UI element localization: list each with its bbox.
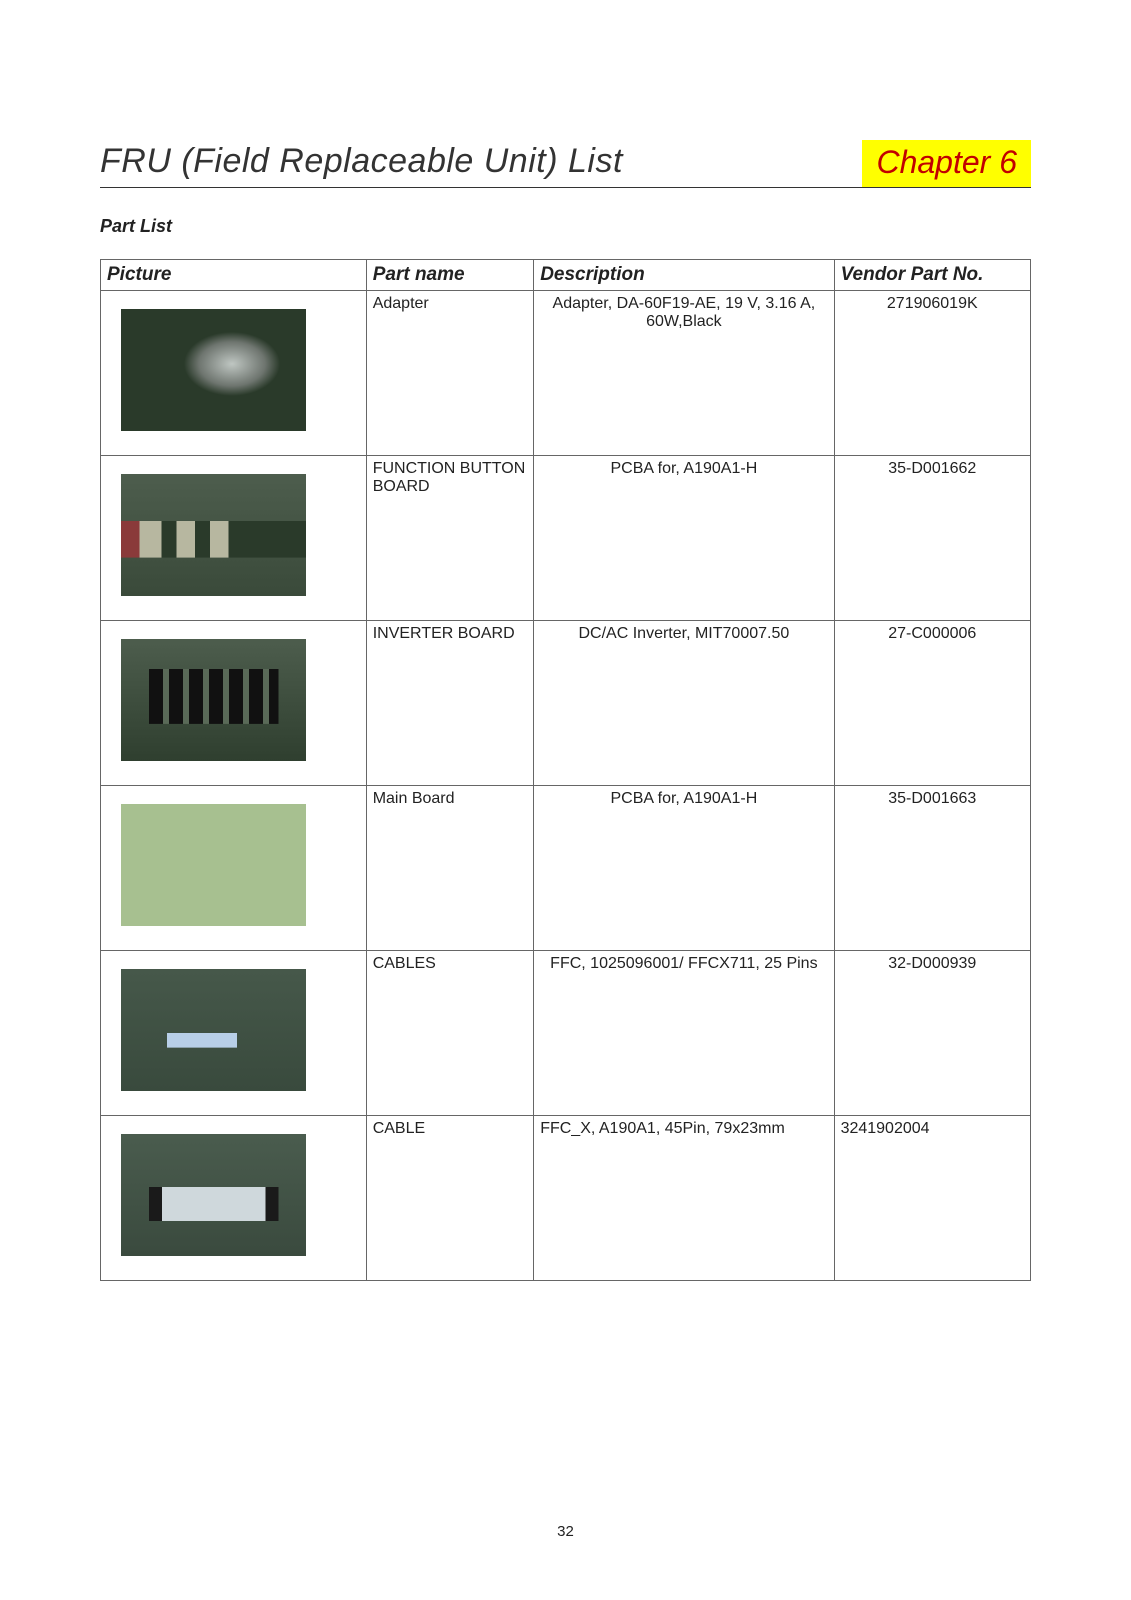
part-image-icon (121, 1134, 306, 1256)
cell-description: PCBA for, A190A1-H (534, 456, 834, 621)
cell-partname: CABLE (366, 1116, 534, 1281)
cell-vendor-part-no: 32-D000939 (834, 951, 1030, 1116)
cell-partname: INVERTER BOARD (366, 621, 534, 786)
cell-description: PCBA for, A190A1-H (534, 786, 834, 951)
part-thumbnail (121, 1134, 306, 1256)
cell-partname: Main Board (366, 786, 534, 951)
col-partname: Part name (366, 260, 534, 291)
cell-description: FFC_X, A190A1, 45Pin, 79x23mm (534, 1116, 834, 1281)
table-body: AdapterAdapter, DA-60F19-AE, 19 V, 3.16 … (101, 291, 1031, 1281)
part-image-icon (121, 639, 306, 761)
table-row: FUNCTION BUTTON BOARDPCBA for, A190A1-H3… (101, 456, 1031, 621)
cell-partname: CABLES (366, 951, 534, 1116)
part-thumbnail (121, 639, 306, 761)
part-image-icon (121, 309, 306, 431)
col-description: Description (534, 260, 834, 291)
col-picture: Picture (101, 260, 367, 291)
page-title: FRU (Field Replaceable Unit) List (100, 142, 623, 181)
cell-picture (101, 456, 367, 621)
table-row: INVERTER BOARDDC/AC Inverter, MIT70007.5… (101, 621, 1031, 786)
section-subheading: Part List (100, 216, 1031, 237)
cell-vendor-part-no: 27-C000006 (834, 621, 1030, 786)
cell-vendor-part-no: 271906019K (834, 291, 1030, 456)
page: FRU (Field Replaceable Unit) List Chapte… (0, 0, 1131, 1341)
table-row: Main BoardPCBA for, A190A1-H35-D001663 (101, 786, 1031, 951)
part-thumbnail (121, 969, 306, 1091)
cell-picture (101, 786, 367, 951)
part-thumbnail (121, 474, 306, 596)
part-image-icon (121, 804, 306, 926)
table-row: CABLESFFC, 1025096001/ FFCX711, 25 Pins3… (101, 951, 1031, 1116)
cell-description: Adapter, DA-60F19-AE, 19 V, 3.16 A, 60W,… (534, 291, 834, 456)
cell-partname: FUNCTION BUTTON BOARD (366, 456, 534, 621)
part-image-icon (121, 474, 306, 596)
part-thumbnail (121, 309, 306, 431)
table-header-row: Picture Part name Description Vendor Par… (101, 260, 1031, 291)
cell-vendor-part-no: 3241902004 (834, 1116, 1030, 1281)
col-vendor: Vendor Part No. (834, 260, 1030, 291)
chapter-badge: Chapter 6 (862, 140, 1031, 187)
cell-description: FFC, 1025096001/ FFCX711, 25 Pins (534, 951, 834, 1116)
table-row: CABLEFFC_X, A190A1, 45Pin, 79x23mm324190… (101, 1116, 1031, 1281)
header-row: FRU (Field Replaceable Unit) List Chapte… (100, 140, 1031, 188)
table-row: AdapterAdapter, DA-60F19-AE, 19 V, 3.16 … (101, 291, 1031, 456)
cell-picture (101, 291, 367, 456)
cell-picture (101, 1116, 367, 1281)
parts-table: Picture Part name Description Vendor Par… (100, 259, 1031, 1281)
page-number: 32 (0, 1523, 1131, 1540)
part-thumbnail (121, 804, 306, 926)
cell-picture (101, 951, 367, 1116)
cell-partname: Adapter (366, 291, 534, 456)
cell-picture (101, 621, 367, 786)
cell-vendor-part-no: 35-D001663 (834, 786, 1030, 951)
cell-description: DC/AC Inverter, MIT70007.50 (534, 621, 834, 786)
cell-vendor-part-no: 35-D001662 (834, 456, 1030, 621)
part-image-icon (121, 969, 306, 1091)
